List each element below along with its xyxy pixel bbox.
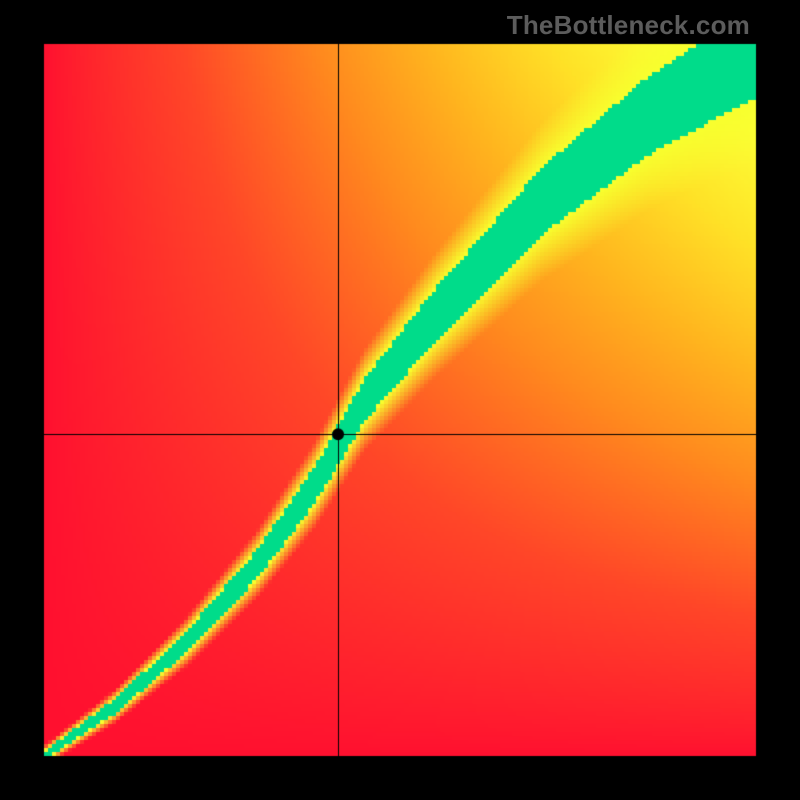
chart-frame: TheBottleneck.com bbox=[0, 0, 800, 800]
chart-canvas bbox=[0, 0, 800, 800]
